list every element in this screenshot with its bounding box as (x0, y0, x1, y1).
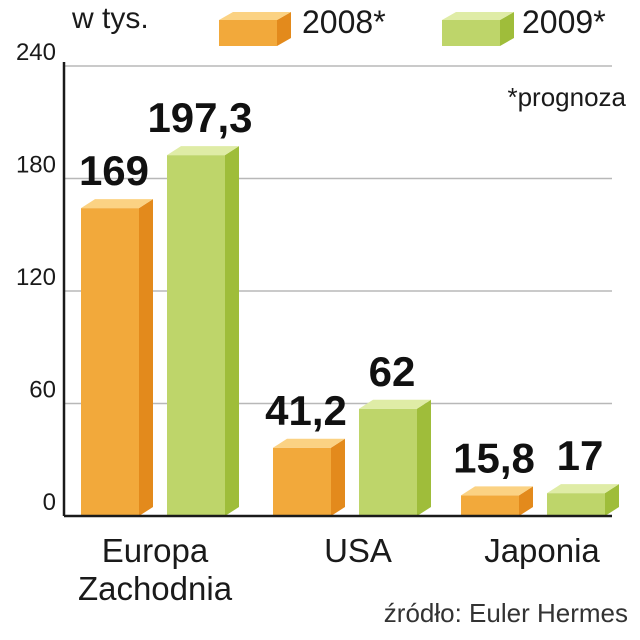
bar-top (547, 484, 619, 494)
bar-top (359, 399, 431, 409)
bar (81, 199, 153, 516)
y-tick-label: 240 (16, 39, 56, 66)
category-label-line: Europa (101, 532, 209, 569)
source-note: źródło: Euler Hermes (383, 598, 628, 628)
legend-label-2009: 2009* (522, 4, 606, 40)
y-tick-label: 180 (16, 152, 56, 179)
bar-front (547, 493, 605, 516)
category-label-europa: Europa Zachodnia (55, 532, 255, 608)
forecast-note: *prognoza (507, 82, 626, 112)
bar-side (519, 486, 533, 516)
category-label-line: Zachodnia (77, 570, 233, 607)
bar-value-label: 62 (369, 348, 416, 395)
bar-top (81, 199, 153, 209)
bar-front (81, 208, 139, 516)
value-labels: 169 41,2 15,8 197,3 62 17 (79, 94, 603, 481)
category-label-line: USA (324, 532, 392, 569)
y-tick-label: 0 (43, 489, 56, 516)
y-tick-label: 120 (16, 264, 56, 291)
category-label-line: Japonia (484, 532, 600, 569)
bar-side (139, 199, 153, 516)
grid-lines (64, 65, 612, 405)
bar (461, 486, 533, 516)
bar-side (417, 399, 431, 516)
bar-front (359, 408, 417, 516)
bar-value-label: 41,2 (265, 387, 347, 434)
category-label-japonia: Japonia (462, 532, 622, 570)
bar (273, 438, 345, 516)
y-axis-ticks: 0 60 120 180 240 (16, 39, 56, 516)
bar-value-label: 169 (79, 147, 149, 194)
legend-swatch-2009 (438, 6, 518, 55)
bar-front (167, 155, 225, 516)
bar-value-label: 197,3 (147, 94, 252, 141)
bar-front (461, 495, 519, 516)
bar-side (331, 438, 345, 516)
legend-label-2008: 2008* (302, 4, 386, 40)
bar-top (461, 486, 533, 496)
bar-value-label: 15,8 (453, 434, 535, 481)
axes (62, 62, 612, 518)
bar-front (273, 447, 331, 516)
legend-swatch-2008 (215, 6, 295, 55)
bars (81, 146, 619, 516)
unit-label: w tys. (72, 2, 149, 35)
bar-side (605, 484, 619, 516)
bar-side (225, 146, 239, 516)
bar (167, 146, 239, 516)
bar (359, 399, 431, 516)
category-label-usa: USA (288, 532, 428, 570)
bar-top (273, 438, 345, 448)
bar (547, 484, 619, 516)
y-tick-label: 60 (29, 377, 56, 404)
bar-top (167, 146, 239, 156)
bar-value-label: 17 (557, 432, 604, 479)
